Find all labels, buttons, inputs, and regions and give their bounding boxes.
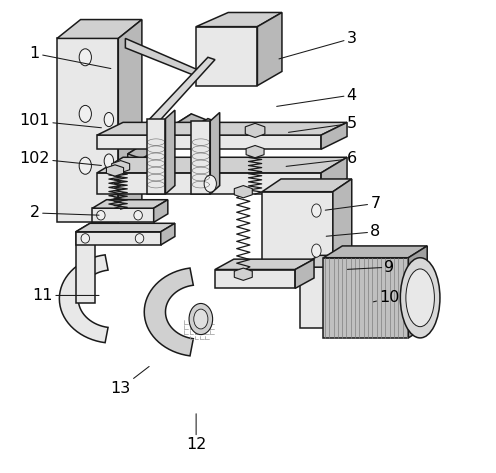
Polygon shape bbox=[323, 258, 408, 338]
Ellipse shape bbox=[79, 49, 91, 66]
Polygon shape bbox=[130, 119, 214, 173]
Ellipse shape bbox=[79, 105, 91, 123]
Text: 10: 10 bbox=[373, 290, 400, 305]
Polygon shape bbox=[125, 38, 196, 76]
Polygon shape bbox=[107, 165, 124, 176]
Polygon shape bbox=[76, 232, 95, 303]
Polygon shape bbox=[333, 255, 352, 328]
Polygon shape bbox=[215, 270, 295, 289]
Polygon shape bbox=[128, 114, 191, 163]
Text: 101: 101 bbox=[19, 114, 101, 129]
Ellipse shape bbox=[97, 210, 105, 220]
Polygon shape bbox=[128, 57, 215, 146]
Ellipse shape bbox=[400, 258, 440, 338]
Polygon shape bbox=[161, 223, 175, 245]
Text: 9: 9 bbox=[348, 260, 394, 275]
Ellipse shape bbox=[189, 304, 213, 334]
Polygon shape bbox=[97, 123, 347, 135]
Polygon shape bbox=[246, 146, 264, 158]
Ellipse shape bbox=[406, 269, 434, 327]
Polygon shape bbox=[112, 160, 129, 173]
Polygon shape bbox=[97, 157, 347, 173]
Polygon shape bbox=[76, 232, 161, 245]
Ellipse shape bbox=[194, 309, 208, 329]
Ellipse shape bbox=[104, 154, 114, 168]
Polygon shape bbox=[245, 123, 265, 138]
Polygon shape bbox=[333, 179, 352, 272]
Text: 12: 12 bbox=[186, 414, 206, 453]
Polygon shape bbox=[166, 110, 175, 194]
Ellipse shape bbox=[81, 234, 90, 243]
Polygon shape bbox=[300, 255, 352, 267]
Polygon shape bbox=[295, 259, 314, 289]
Polygon shape bbox=[234, 185, 252, 198]
Text: 13: 13 bbox=[111, 367, 149, 396]
Polygon shape bbox=[154, 200, 168, 222]
Polygon shape bbox=[57, 19, 142, 38]
Text: 8: 8 bbox=[326, 224, 380, 239]
Ellipse shape bbox=[311, 244, 321, 257]
Polygon shape bbox=[147, 119, 166, 194]
Polygon shape bbox=[76, 223, 109, 232]
Polygon shape bbox=[92, 200, 168, 208]
Text: 2: 2 bbox=[30, 205, 99, 220]
Text: 11: 11 bbox=[33, 288, 99, 303]
Ellipse shape bbox=[311, 204, 321, 217]
Polygon shape bbox=[196, 26, 257, 86]
Polygon shape bbox=[92, 208, 154, 222]
Ellipse shape bbox=[104, 113, 114, 127]
Polygon shape bbox=[257, 12, 282, 86]
Text: 3: 3 bbox=[279, 31, 357, 59]
Ellipse shape bbox=[79, 157, 91, 174]
Polygon shape bbox=[210, 113, 220, 194]
Polygon shape bbox=[97, 135, 321, 149]
Text: 6: 6 bbox=[286, 151, 357, 166]
Polygon shape bbox=[262, 179, 352, 192]
Polygon shape bbox=[142, 120, 205, 168]
Polygon shape bbox=[215, 259, 314, 270]
Polygon shape bbox=[119, 19, 142, 222]
Text: 7: 7 bbox=[325, 196, 380, 211]
Polygon shape bbox=[321, 157, 347, 194]
Polygon shape bbox=[234, 268, 252, 280]
Polygon shape bbox=[97, 173, 321, 194]
Polygon shape bbox=[128, 114, 205, 158]
Polygon shape bbox=[300, 267, 333, 328]
Polygon shape bbox=[196, 12, 282, 26]
Polygon shape bbox=[76, 223, 175, 232]
Polygon shape bbox=[321, 123, 347, 149]
Text: 5: 5 bbox=[289, 116, 357, 132]
Polygon shape bbox=[57, 38, 119, 222]
Polygon shape bbox=[144, 268, 193, 356]
Polygon shape bbox=[408, 246, 427, 338]
Polygon shape bbox=[191, 121, 210, 194]
Ellipse shape bbox=[134, 210, 142, 220]
Polygon shape bbox=[60, 255, 108, 342]
Polygon shape bbox=[323, 246, 427, 258]
Text: 4: 4 bbox=[277, 88, 357, 106]
Ellipse shape bbox=[204, 175, 216, 192]
Text: 102: 102 bbox=[19, 151, 101, 166]
Ellipse shape bbox=[135, 234, 144, 243]
Text: 1: 1 bbox=[30, 46, 111, 69]
Polygon shape bbox=[262, 192, 333, 272]
